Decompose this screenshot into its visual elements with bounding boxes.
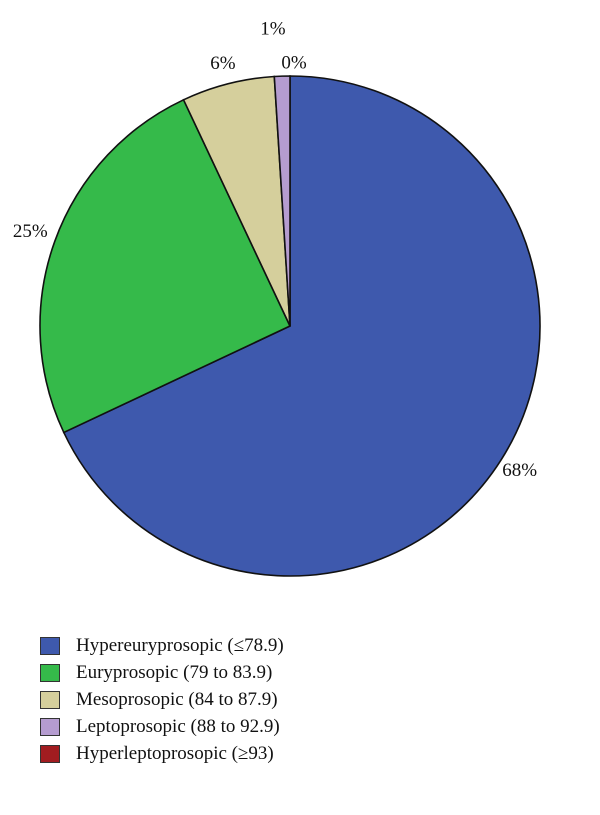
pie-slices xyxy=(39,75,541,577)
pie-slice xyxy=(39,98,292,434)
legend-label: Hyperleptoprosopic (≥93) xyxy=(76,742,274,764)
legend-item: Mesoprosopic (84 to 87.9) xyxy=(40,686,284,713)
slice-percent-label: 6% xyxy=(210,53,236,74)
pie-slice xyxy=(62,75,541,577)
legend-item: Hypereuryprosopic (≤78.9) xyxy=(40,632,284,659)
legend-label: Leptoprosopic (88 to 92.9) xyxy=(76,715,280,737)
legend-label: Hypereuryprosopic (≤78.9) xyxy=(76,634,284,656)
legend-swatch xyxy=(40,744,60,763)
slice-percent-label: 0% xyxy=(281,52,307,73)
legend-label: Euryprosopic (79 to 83.9) xyxy=(76,661,273,683)
slice-percent-label: 25% xyxy=(13,221,48,242)
slice-percent-label: 68% xyxy=(502,460,537,481)
slice-percent-label: 1% xyxy=(260,19,286,40)
pie-chart: 68% 25% 6% 1% 0% xyxy=(13,19,541,577)
legend-swatch xyxy=(40,690,60,709)
legend-swatch xyxy=(40,636,60,655)
legend-swatch xyxy=(40,663,60,682)
legend-item: Euryprosopic (79 to 83.9) xyxy=(40,659,284,686)
legend-item: Leptoprosopic (88 to 92.9) xyxy=(40,713,284,740)
legend-item: Hyperleptoprosopic (≥93) xyxy=(40,740,284,767)
legend: Hypereuryprosopic (≤78.9) Euryprosopic (… xyxy=(40,632,284,767)
legend-label: Mesoprosopic (84 to 87.9) xyxy=(76,688,278,710)
legend-swatch xyxy=(40,717,60,736)
pie-labels: 68% 25% 6% 1% 0% xyxy=(13,19,537,482)
pie-slice xyxy=(273,75,291,327)
